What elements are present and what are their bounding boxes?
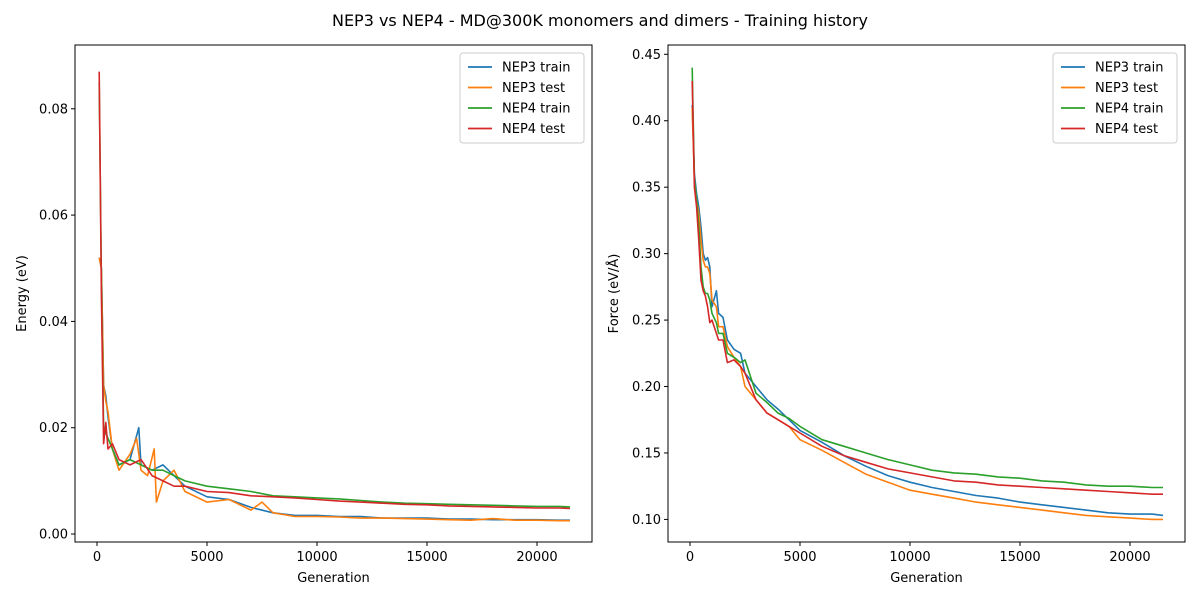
y-tick-label: 0.15	[632, 446, 661, 461]
legend: NEP3 train NEP3 test NEP4 train NEP4 test	[459, 52, 585, 144]
x-tick-label: 15000	[999, 550, 1040, 565]
legend-label-nep4-test: NEP4 test	[1095, 122, 1158, 137]
force-panel: 0 5000 10000 15000 20000 0.10 0.15 0.20 0.25 0.30…	[606, 44, 1186, 586]
series-line-nep4-train	[98, 82, 571, 508]
legend-label-nep3-test: NEP3 test	[1095, 81, 1158, 96]
x-tick-label: 0	[93, 550, 101, 565]
legend: NEP3 train NEP3 test NEP4 train NEP4 test	[1052, 52, 1178, 144]
y-axis-label: Force (eV/Å)	[606, 254, 622, 334]
x-tick-label: 5000	[190, 550, 223, 565]
legend-label-nep3-train: NEP3 train	[1095, 61, 1163, 76]
x-tick-label: 5000	[783, 550, 816, 565]
legend-box	[459, 52, 585, 144]
legend-box	[1052, 52, 1178, 144]
y-tick-label: 0.04	[39, 315, 68, 330]
series-line-nep3-train	[691, 104, 1164, 517]
legend-label-nep4-train: NEP4 train	[1095, 102, 1163, 117]
y-tick-label: 0.30	[632, 247, 661, 262]
x-axis-label: Generation	[297, 571, 370, 586]
x-tick-label: 20000	[1109, 550, 1150, 565]
axes-frame	[74, 44, 593, 543]
y-axis-label: Energy (eV)	[15, 255, 30, 332]
legend-label-nep3-test: NEP3 test	[502, 81, 565, 96]
y-tick-label: 0.02	[39, 421, 68, 436]
x-tick-label: 10000	[889, 550, 930, 565]
x-tick-label: 15000	[406, 550, 447, 565]
x-tick-label: 20000	[516, 550, 557, 565]
y-tick-label: 0.40	[632, 114, 661, 129]
series-group	[691, 67, 1164, 521]
figure-title: NEP3 vs NEP4 - MD@300K monomers and dime…	[332, 11, 868, 30]
series-line-nep4-train	[691, 67, 1163, 489]
x-axis-label: Generation	[890, 571, 963, 586]
y-tick-label: 0.00	[39, 528, 68, 543]
y-tick-label: 0.06	[39, 209, 68, 224]
x-tick-label: 10000	[296, 550, 337, 565]
y-tick-label: 0.08	[39, 102, 68, 117]
series-line-nep3-test	[98, 257, 570, 522]
y-tick-label: 0.25	[632, 314, 661, 329]
y-tick-label: 0.20	[632, 380, 661, 395]
legend-label-nep4-train: NEP4 train	[502, 102, 570, 117]
legend-label-nep4-test: NEP4 test	[502, 122, 565, 137]
axes-frame	[667, 44, 1186, 543]
legend-label-nep3-train: NEP3 train	[502, 61, 570, 76]
series-line-nep4-test	[98, 71, 571, 510]
series-line-nep4-test	[691, 80, 1163, 495]
energy-panel: 0 5000 10000 15000 20000 0.00 0.02 0.04 0.06 0.08…	[15, 44, 593, 586]
series-group	[98, 71, 571, 522]
y-tick-label: 0.45	[632, 48, 661, 63]
x-tick-label: 0	[686, 550, 694, 565]
y-tick-label: 0.10	[632, 513, 661, 528]
y-tick-label: 0.35	[632, 181, 661, 196]
